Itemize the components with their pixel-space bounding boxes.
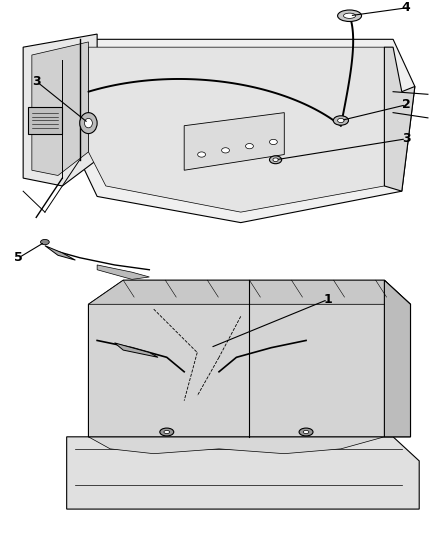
Polygon shape [385, 280, 410, 437]
Ellipse shape [303, 431, 309, 433]
Ellipse shape [338, 10, 361, 21]
Text: 3: 3 [32, 75, 41, 88]
Ellipse shape [160, 428, 174, 436]
Ellipse shape [198, 152, 205, 157]
Ellipse shape [164, 431, 170, 433]
Polygon shape [80, 39, 415, 223]
Polygon shape [88, 47, 402, 212]
Polygon shape [88, 437, 385, 454]
Polygon shape [115, 343, 158, 357]
Polygon shape [97, 265, 149, 279]
Ellipse shape [333, 116, 349, 125]
Polygon shape [45, 246, 75, 260]
Text: 2: 2 [402, 98, 410, 111]
Text: 3: 3 [402, 132, 410, 146]
Polygon shape [385, 47, 415, 191]
Polygon shape [88, 280, 410, 437]
Ellipse shape [338, 118, 344, 123]
Circle shape [85, 118, 92, 128]
Polygon shape [23, 34, 97, 186]
Ellipse shape [299, 428, 313, 436]
Ellipse shape [343, 13, 356, 18]
Polygon shape [32, 42, 88, 175]
Text: 1: 1 [323, 293, 332, 306]
Polygon shape [67, 437, 419, 509]
Polygon shape [88, 280, 410, 304]
Ellipse shape [269, 139, 277, 144]
Text: 4: 4 [402, 2, 410, 14]
Ellipse shape [273, 158, 278, 161]
FancyBboxPatch shape [28, 107, 62, 134]
Ellipse shape [246, 143, 253, 149]
Ellipse shape [269, 156, 282, 164]
Circle shape [80, 112, 97, 134]
Ellipse shape [222, 148, 230, 153]
Ellipse shape [41, 239, 49, 245]
Text: 5: 5 [14, 251, 23, 264]
Polygon shape [184, 112, 284, 170]
